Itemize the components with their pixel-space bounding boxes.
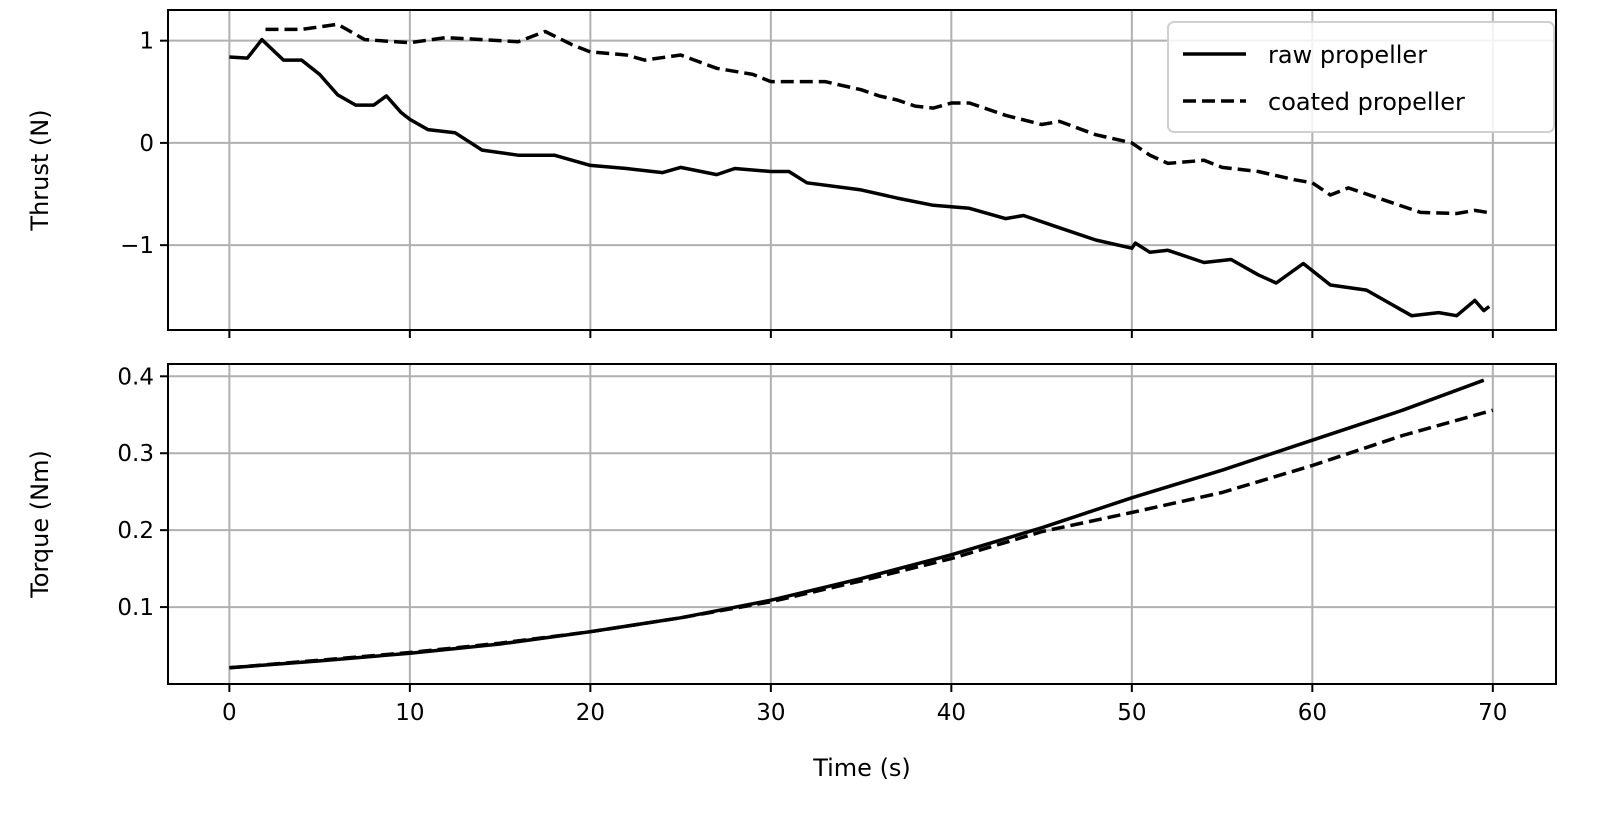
y-tick-label: 0 xyxy=(139,131,154,157)
y-axis-label-thrust: Thrust (N) xyxy=(26,109,54,231)
y-tick-label: 0.2 xyxy=(117,518,154,544)
series-line-raw xyxy=(229,378,1485,670)
axes-frame xyxy=(167,363,1557,685)
x-tick-label: 30 xyxy=(756,700,785,726)
legend: raw propeller coated propeller xyxy=(1167,21,1555,133)
x-tick-label: 40 xyxy=(937,700,966,726)
x-tick-label: 60 xyxy=(1298,700,1327,726)
y-tick-label: −1 xyxy=(120,233,154,259)
x-tick-label: 70 xyxy=(1478,700,1507,726)
torque-panel: 0 10 20 30 40 50 60 70 0.1 0.2 0.3 0.4 xyxy=(117,363,1557,726)
axes-frame xyxy=(167,9,1557,331)
legend-box xyxy=(1167,21,1555,133)
x-axis-label: Time (s) xyxy=(812,754,911,782)
x-tick-label: 0 xyxy=(222,700,237,726)
series-line-raw xyxy=(229,37,1491,318)
legend-label-raw: raw propeller xyxy=(1268,41,1427,69)
series-line-coated xyxy=(229,408,1494,670)
y-tick-label: 0.3 xyxy=(117,441,154,467)
y-tick-label: 0.1 xyxy=(117,595,154,621)
x-tick-label: 10 xyxy=(395,700,424,726)
legend-label-coated: coated propeller xyxy=(1268,88,1465,116)
x-tick-label: 50 xyxy=(1117,700,1146,726)
y-tick-label: 1 xyxy=(139,29,154,55)
y-axis-label-torque: Torque (Nm) xyxy=(26,450,54,599)
y-tick-label: 0.4 xyxy=(117,364,154,390)
x-tick-label: 20 xyxy=(576,700,605,726)
thrust-panel: 1 0 −1 xyxy=(120,9,1557,338)
